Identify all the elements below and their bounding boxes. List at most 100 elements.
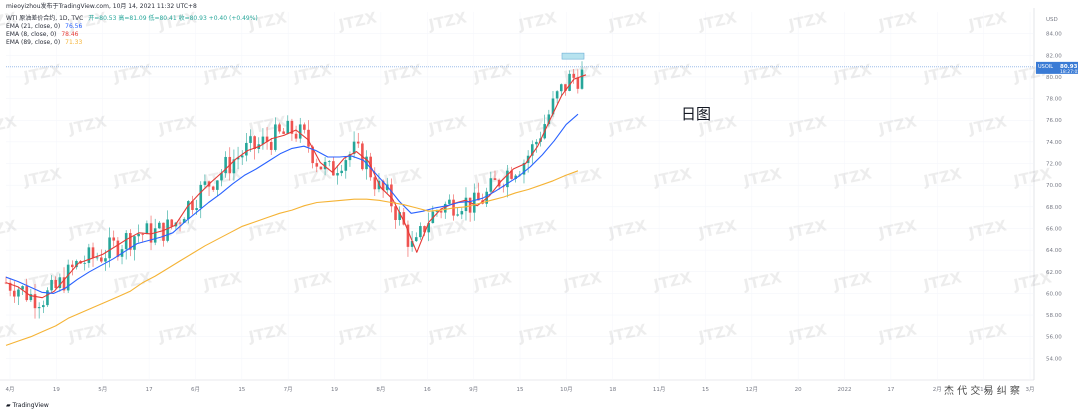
time-tick-label: 19 bbox=[53, 387, 60, 393]
candle-body bbox=[50, 279, 53, 291]
candle-body bbox=[141, 233, 145, 235]
price-tag-countdown: 18:27:05 bbox=[1060, 69, 1080, 75]
candle-body bbox=[303, 124, 306, 130]
watermark-text: JTZX bbox=[741, 164, 784, 190]
watermark-text: JTZX bbox=[696, 216, 739, 242]
candle-body bbox=[245, 142, 248, 156]
candle-body bbox=[448, 199, 451, 204]
candle-body bbox=[489, 178, 493, 192]
candle-body bbox=[187, 201, 190, 220]
time-tick-label: 15 bbox=[238, 387, 245, 393]
candle-body bbox=[555, 91, 559, 99]
time-tick-label: 19 bbox=[331, 387, 338, 393]
candle-body bbox=[62, 277, 66, 291]
watermark-text: JTZX bbox=[471, 60, 514, 86]
watermark-text: JTZX bbox=[291, 60, 334, 86]
candle-body bbox=[199, 184, 203, 209]
candle-body bbox=[373, 177, 377, 190]
price-tick-label: 70.00 bbox=[1046, 183, 1062, 189]
watermark-text: JTZX bbox=[156, 320, 199, 346]
time-tick-label: 15 bbox=[517, 387, 524, 393]
ohlc-text: 开=80.53 高=81.09 低=80.41 收=80.93 +0.40 (+… bbox=[88, 15, 258, 22]
watermark-text: JTZX bbox=[0, 112, 19, 138]
ema21-legend[interactable]: EMA (21, close, 0) 76.56 bbox=[6, 23, 82, 31]
candle-body bbox=[129, 233, 132, 250]
watermark-text: JTZX bbox=[786, 320, 829, 346]
candle-body bbox=[91, 247, 95, 258]
ema-lines bbox=[5, 74, 587, 346]
ema89-label: EMA (89, close, 0) bbox=[6, 39, 61, 46]
candle-body bbox=[522, 162, 526, 175]
watermark-text: JTZX bbox=[516, 216, 559, 242]
candle-body bbox=[203, 181, 207, 185]
candle-body bbox=[162, 222, 165, 241]
candle-body bbox=[286, 120, 290, 134]
candle-body bbox=[311, 146, 314, 164]
watermark-text: JTZX bbox=[741, 268, 784, 294]
candle-body bbox=[298, 124, 302, 139]
candle-body bbox=[282, 131, 285, 134]
candle-body bbox=[137, 233, 140, 237]
time-tick-label: 6月 bbox=[191, 386, 200, 393]
candle-body bbox=[356, 141, 360, 144]
watermark-text: JTZX bbox=[966, 320, 1009, 346]
candle-body bbox=[410, 241, 414, 247]
price-tick-label: 78.00 bbox=[1046, 97, 1062, 103]
candle-body bbox=[290, 120, 294, 134]
candle-body bbox=[468, 197, 472, 213]
symbol-text: WTI 原油差价合约, 1D, TVC bbox=[6, 15, 84, 22]
time-tick-label: 4月 bbox=[6, 386, 15, 393]
candle-body bbox=[224, 156, 227, 174]
candle-body bbox=[477, 192, 480, 201]
candle-body bbox=[564, 84, 567, 91]
watermark-text: JTZX bbox=[201, 268, 244, 294]
candle-body bbox=[182, 219, 186, 223]
publisher-text: mieoyizhou发布于TradingView.com, 10月 14, 20… bbox=[6, 3, 197, 10]
candle-body bbox=[530, 144, 534, 156]
watermark-text: JTZX bbox=[741, 60, 784, 86]
price-tick-label: 64.00 bbox=[1046, 248, 1062, 254]
candle-body bbox=[315, 163, 319, 167]
candle-body bbox=[572, 73, 576, 78]
ema8-legend[interactable]: EMA (8, close, 0) 78.46 bbox=[6, 31, 79, 39]
candle-body bbox=[236, 157, 240, 160]
candle-body bbox=[261, 136, 265, 145]
price-tick-label: 62.00 bbox=[1046, 270, 1062, 276]
watermark-text: JTZX bbox=[516, 320, 559, 346]
candle-body bbox=[54, 279, 58, 289]
watermark-text: JTZX bbox=[876, 112, 919, 138]
watermark-text: JTZX bbox=[381, 268, 424, 294]
highlight-box bbox=[561, 52, 585, 60]
candle-body bbox=[83, 262, 87, 264]
ema89-legend[interactable]: EMA (89, close, 0) 71.33 bbox=[6, 39, 82, 47]
candle-body bbox=[443, 203, 447, 213]
candle-body bbox=[41, 305, 45, 308]
time-axis[interactable]: 4月 19 5月 17 6月 15 7月 19 8月 16 9月 15 10月 18 11月 15 12月 20 2… bbox=[6, 386, 1035, 393]
candle-body bbox=[514, 175, 517, 179]
publisher-line: mieoyizhou发布于TradingView.com, 10月 14, 20… bbox=[6, 3, 197, 11]
candle-body bbox=[249, 136, 252, 143]
candle-body bbox=[294, 133, 298, 139]
candle-body bbox=[153, 228, 157, 243]
ema21-value: 76.56 bbox=[65, 23, 83, 30]
ema21-label: EMA (21, close, 0) bbox=[6, 23, 61, 30]
candle-body bbox=[253, 136, 256, 149]
time-tick-label: 5月 bbox=[98, 386, 107, 393]
watermark-text: JTZX bbox=[426, 8, 469, 34]
candle-body bbox=[58, 277, 62, 289]
candle-body bbox=[402, 212, 406, 225]
watermark-text: JTZX bbox=[21, 164, 64, 190]
candle-body bbox=[265, 136, 269, 142]
symbol-legend[interactable]: WTI 原油差价合约, 1D, TVC 开=80.53 高=81.09 低=80… bbox=[6, 15, 258, 23]
corner-watermark: 杰 代 交 易 纠 察 bbox=[944, 386, 1020, 397]
ema8-value: 78.46 bbox=[61, 31, 79, 38]
watermark-text: JTZX bbox=[246, 320, 289, 346]
price-axis[interactable]: USD 54.00 56.00 58.00 60.00 62.00 64.00 66.00 68… bbox=[1046, 17, 1062, 362]
watermark-text: JTZX bbox=[966, 8, 1009, 34]
candle-body bbox=[112, 237, 116, 241]
candle-body bbox=[307, 129, 310, 147]
tradingview-logo-icon: ▰ bbox=[6, 402, 13, 409]
watermark-text: JTZX bbox=[336, 216, 379, 242]
candle-body bbox=[37, 307, 41, 309]
